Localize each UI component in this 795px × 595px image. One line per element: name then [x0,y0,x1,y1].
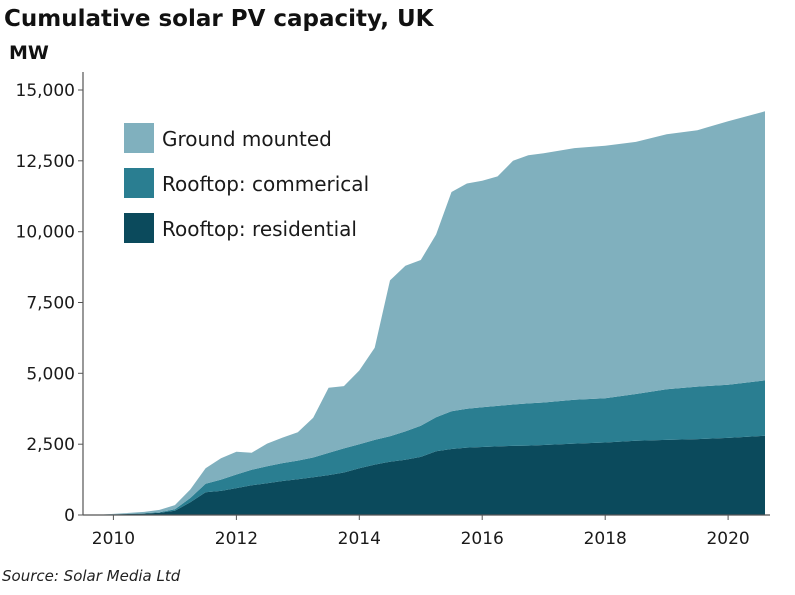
y-tick-labels: 0 2,500 5,000 7,500 10,000 12,500 15,000 [16,81,83,526]
y-tick-label: 15,000 [16,81,75,101]
y-tick-label: 5,000 [26,364,75,384]
area-ground-mounted [95,111,765,516]
y-tick-label: 2,500 [26,435,75,455]
legend-swatch-rooftop-residential [124,213,154,243]
y-axis-unit-label: MW [9,42,49,64]
x-tick-label: 2010 [92,529,135,549]
area-series-group [95,111,765,516]
source-note: Source: Solar Media Ltd [2,567,181,585]
area-rooftop-residential [95,435,765,515]
y-tick-label: 12,500 [16,152,75,172]
area-rooftop-commerical [95,380,765,515]
y-tick-label: 7,500 [26,294,75,314]
legend-label-rooftop-residential: Rooftop: residential [162,217,357,241]
axes [82,72,770,516]
x-tick-label: 2016 [461,529,504,549]
x-tick-label: 2018 [584,529,627,549]
legend: Ground mounted Rooftop: commerical Rooftop… [124,123,369,243]
legend-label-ground-mounted: Ground mounted [162,127,332,151]
legend-label-rooftop-commerical: Rooftop: commerical [162,172,369,196]
chart-title: Cumulative solar PV capacity, UK [4,6,435,32]
x-tick-label: 2014 [338,529,381,549]
legend-swatch-ground-mounted [124,123,154,153]
x-tick-labels: 2010 2012 2014 2016 2018 2020 [92,515,750,549]
y-tick-label: 0 [64,506,75,526]
x-tick-label: 2012 [215,529,258,549]
x-tick-label: 2020 [706,529,749,549]
legend-swatch-rooftop-commerical [124,168,154,198]
y-tick-label: 10,000 [16,223,75,243]
